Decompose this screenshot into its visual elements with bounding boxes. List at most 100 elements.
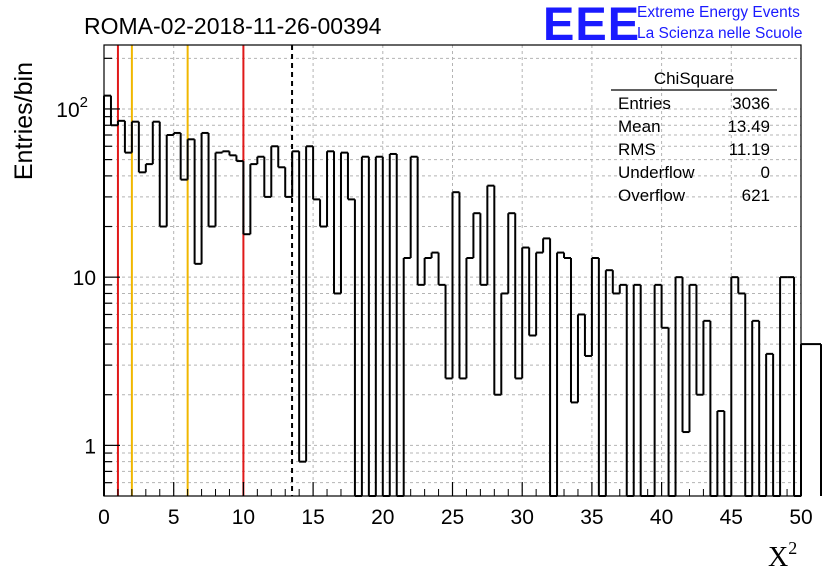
histogram-bin-17: [221, 150, 230, 153]
histogram-bin-94: [758, 320, 767, 497]
histogram-bin-11: [179, 132, 188, 181]
x-tick-label-4: 20: [371, 506, 394, 529]
logo-line-2: La Scienza nelle Scuole: [637, 25, 802, 42]
histogram-bin-99: [793, 277, 801, 497]
histogram-bin-15: [207, 132, 216, 228]
histogram-bin-58: [507, 212, 516, 294]
histogram-bin-52: [465, 256, 474, 379]
histogram-bin-75: [625, 284, 634, 497]
histogram-bin-27: [291, 150, 300, 197]
histogram-bin-55: [486, 184, 495, 285]
y-axis-label: Entries/bin: [10, 62, 38, 180]
y-tick-label-2: 102: [56, 94, 88, 122]
histogram-bin-81: [667, 327, 676, 497]
logo-letters: EEE: [543, 0, 640, 50]
histogram-bin-31: [319, 199, 328, 228]
overflow-bin-0: [800, 343, 811, 496]
y-tick-label-1: 10: [73, 267, 96, 290]
x-axis-label: X2: [768, 538, 797, 572]
x-tick-label-5: 25: [441, 506, 464, 529]
histogram-bin-76: [632, 283, 641, 496]
histogram-bin-61: [528, 247, 537, 337]
histogram-bin-39: [374, 155, 383, 496]
histogram-bin-60: [521, 246, 530, 379]
histogram-bin-21: [249, 163, 258, 235]
histogram-bin-28: [298, 151, 307, 463]
histogram-bin-3: [123, 120, 132, 154]
histogram-bin-37: [360, 155, 369, 496]
histogram-bin-10: [172, 131, 181, 136]
histogram-bin-70: [590, 256, 599, 356]
histogram-bin-20: [242, 161, 251, 236]
histogram-bin-88: [716, 410, 725, 496]
histogram-bin-48: [437, 252, 446, 286]
histogram-bin-26: [284, 167, 293, 198]
histogram-bin-8: [158, 121, 167, 228]
histogram-bin-66: [563, 252, 571, 259]
x-tick-label-8: 40: [650, 506, 673, 529]
histogram-bin-2: [116, 119, 125, 126]
histogram-bin-22: [256, 155, 265, 165]
stats-box-title: ChiSquare: [654, 69, 734, 88]
stats-entries-value: 3036: [732, 94, 770, 113]
histogram-bin-46: [423, 256, 432, 285]
histogram-bin-9: [165, 134, 174, 227]
histogram-bin-74: [618, 283, 627, 294]
histogram-bin-5: [137, 121, 146, 174]
x-tick-label-10: 50: [789, 506, 812, 529]
histogram-bin-80: [660, 284, 669, 329]
run-title: ROMA-02-2018-11-26-00394: [84, 13, 382, 39]
histogram-bin-95: [765, 352, 774, 496]
histogram-bin-43: [402, 256, 411, 496]
x-tick-label-9: 45: [720, 506, 743, 529]
histogram-bin-69: [583, 314, 592, 357]
histogram-bin-59: [514, 213, 523, 380]
histogram-bin-96: [772, 353, 781, 497]
stats-mean-label: Mean: [618, 117, 661, 136]
histogram-bin-93: [751, 319, 760, 496]
histogram-bin-29: [305, 145, 314, 462]
stats-entries-label: Entries: [618, 94, 671, 113]
histogram-bin-44: [409, 155, 418, 258]
histogram-bin-57: [500, 292, 509, 395]
histogram-bin-35: [346, 152, 355, 201]
histogram-bin-24: [270, 145, 279, 197]
histogram-bin-77: [639, 284, 648, 497]
histogram-bin-51: [458, 192, 467, 380]
histogram-bin-19: [235, 155, 244, 163]
stats-rms-label: RMS: [618, 140, 656, 159]
x-tick-label-3: 15: [301, 506, 324, 529]
histogram-bin-41: [388, 152, 397, 496]
histogram-bin-67: [569, 257, 578, 404]
histogram-bin-90: [730, 276, 739, 496]
x-axis-label-base: X: [768, 542, 788, 572]
stats-overflow-label: Overflow: [618, 186, 686, 205]
histogram-bin-12: [186, 138, 195, 180]
x-tick-label-6: 30: [511, 506, 534, 529]
histogram-bin-23: [263, 156, 272, 198]
histogram-bin-0: [103, 94, 111, 496]
vertical-markers: [116, 45, 294, 496]
histogram-bin-30: [312, 146, 321, 201]
stats-underflow-label: Underflow: [618, 163, 695, 182]
y-tick-label-2-exp: 2: [80, 94, 88, 111]
x-tick-label-2: 10: [232, 506, 255, 529]
histogram-bin-49: [444, 284, 453, 380]
histogram-bin-14: [200, 131, 209, 264]
stats-rms-value: 11.19: [729, 140, 770, 159]
histogram-bin-25: [277, 146, 286, 169]
histogram-bin-63: [542, 237, 551, 253]
histogram-bin-32: [326, 150, 335, 227]
histogram-bin-53: [472, 212, 481, 258]
y-tick-label-0-base: 1: [84, 435, 96, 458]
histogram-bin-4: [130, 120, 139, 153]
histogram-bin-18: [228, 151, 237, 157]
histogram-bin-83: [681, 277, 690, 434]
histogram-bin-47: [430, 251, 439, 258]
histogram-bin-84: [688, 283, 697, 433]
y-tick-label-1-base: 10: [73, 267, 96, 290]
x-tick-label-1: 5: [168, 506, 180, 529]
y-tick-label-2-base: 10: [56, 99, 79, 122]
